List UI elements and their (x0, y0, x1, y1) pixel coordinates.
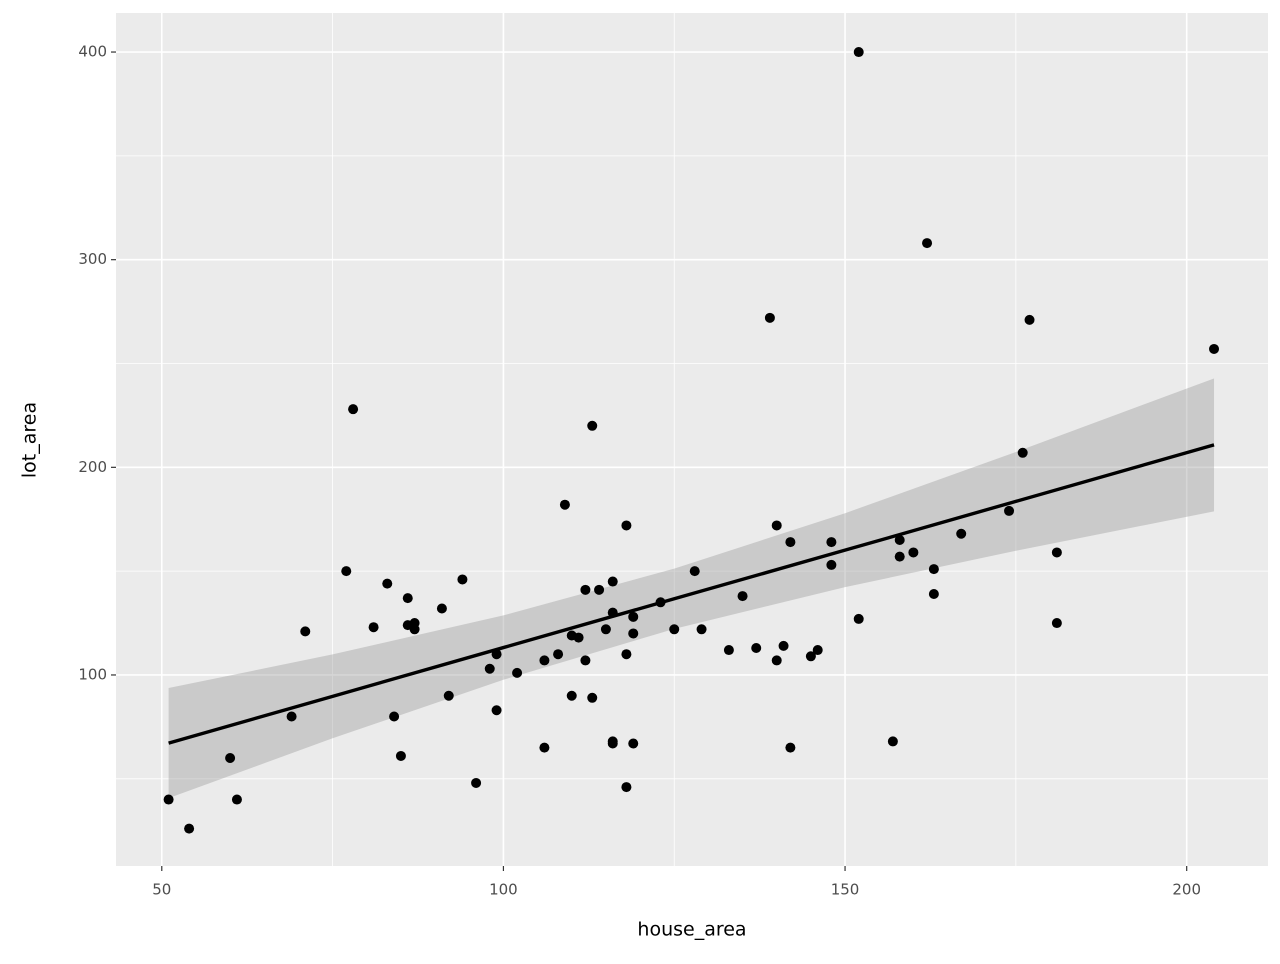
point (928, 588, 939, 599)
point (382, 578, 393, 589)
point (669, 624, 680, 635)
point (573, 632, 584, 643)
point (908, 547, 919, 558)
point (621, 520, 632, 531)
point (286, 711, 297, 722)
point (539, 655, 550, 666)
point (341, 566, 352, 577)
point (771, 655, 782, 666)
point (812, 645, 823, 656)
point (436, 603, 447, 614)
point (225, 753, 236, 764)
point (826, 537, 837, 548)
point (928, 564, 939, 575)
point (559, 499, 570, 510)
point (785, 537, 796, 548)
y-tick-label: 400 (78, 43, 107, 61)
point (785, 742, 796, 753)
panel (116, 13, 1268, 866)
point (587, 420, 598, 431)
point (491, 705, 502, 716)
point (956, 528, 967, 539)
point (628, 628, 639, 639)
point (184, 823, 195, 834)
point (737, 591, 748, 602)
point (628, 611, 639, 622)
confidence-band (168, 378, 1215, 799)
point (607, 576, 618, 587)
point (163, 794, 174, 805)
point (348, 404, 359, 415)
point (587, 692, 598, 703)
point (231, 794, 242, 805)
point (1017, 447, 1028, 458)
point (1051, 547, 1062, 558)
y-axis-title: lot_area (19, 402, 41, 478)
x-tick-label: 200 (1172, 881, 1201, 899)
point (894, 534, 905, 545)
point (853, 47, 864, 58)
point (1024, 314, 1035, 325)
point (922, 238, 933, 249)
point (402, 593, 413, 604)
point (580, 584, 591, 595)
point (580, 655, 591, 666)
point (512, 667, 523, 678)
trend-line (168, 443, 1215, 745)
point (300, 626, 311, 637)
point (553, 649, 564, 660)
point (887, 736, 898, 747)
point (689, 566, 700, 577)
point (457, 574, 468, 585)
point (764, 312, 775, 323)
x-axis-title: house_area (637, 919, 746, 941)
point (853, 613, 864, 624)
point (894, 551, 905, 562)
point (723, 645, 734, 656)
point (628, 738, 639, 749)
point (368, 622, 379, 633)
point (471, 777, 482, 788)
y-tick-label: 300 (78, 250, 107, 268)
point (409, 624, 420, 635)
point (389, 711, 400, 722)
x-tick-label: 50 (152, 881, 171, 899)
point (607, 738, 618, 749)
point (484, 663, 495, 674)
point (1209, 343, 1220, 354)
point (1004, 505, 1015, 516)
point (621, 782, 632, 793)
point (566, 690, 577, 701)
point (751, 642, 762, 653)
point (778, 640, 789, 651)
x-tick-label: 150 (831, 881, 860, 899)
y-tick-label: 200 (78, 458, 107, 476)
point (621, 649, 632, 660)
point (826, 559, 837, 570)
x-tick-label: 100 (489, 881, 518, 899)
point (539, 742, 550, 753)
point (771, 520, 782, 531)
point (395, 750, 406, 761)
point (696, 624, 707, 635)
point (1051, 618, 1062, 629)
point (600, 624, 611, 635)
point (805, 651, 816, 662)
point (443, 690, 454, 701)
point (594, 584, 605, 595)
y-tick-label: 100 (78, 665, 107, 683)
